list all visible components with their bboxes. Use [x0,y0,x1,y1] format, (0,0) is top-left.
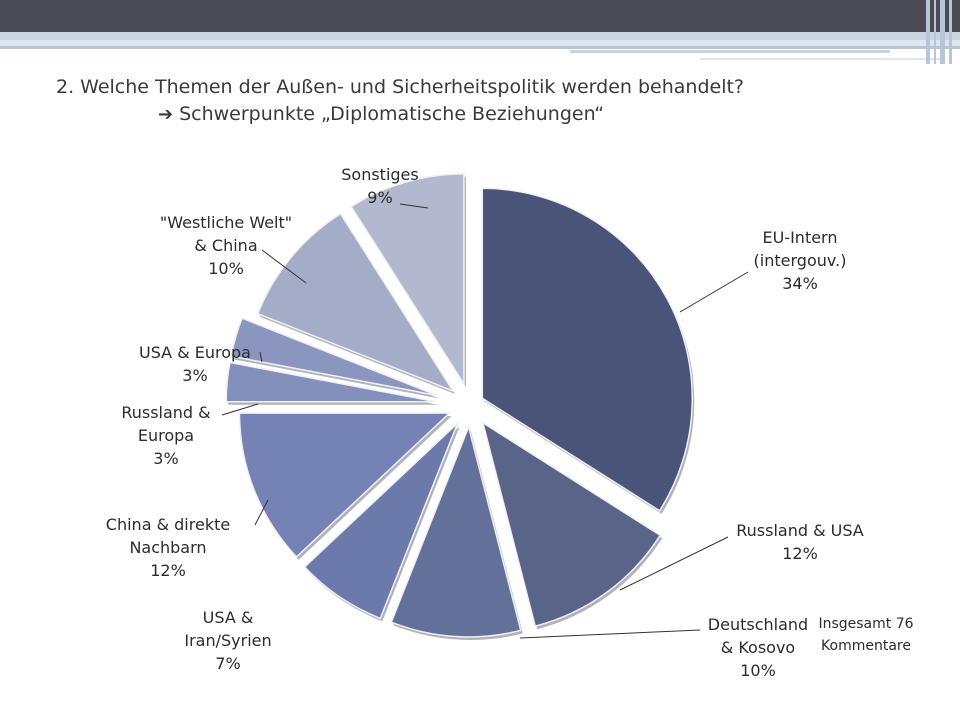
pie-slice [481,421,662,628]
slide-decor-bar [949,0,952,64]
leader-line [619,536,729,591]
slice-percent-label: 3% [182,366,207,385]
slide-subtitle: ➔ Schwerpunkte „Diplomatische Beziehungen… [158,101,604,128]
slice-category-label: Deutschland [708,615,808,634]
slice-percent-label: 10% [740,661,776,680]
leader-line [261,249,307,284]
slide-decor-bar [940,0,945,64]
slice-category-label: Russland & USA [736,521,864,540]
arrow-right-icon: ➔ [158,104,174,125]
slice-category-label: USA & [203,608,254,627]
slice-category-label: Russland & [121,403,210,422]
total-comments-note: Insgesamt 76 Kommentare [818,616,913,654]
pie-slice [225,361,437,403]
slide-decor-line [570,50,890,53]
leader-line [399,203,429,209]
pie-slice [230,317,438,397]
slide-decor-bar [926,0,930,64]
slice-percent-label: 3% [153,449,178,468]
slice-category-label: (intergouv.) [754,251,847,270]
slice-percent-label: 12% [150,561,186,580]
slide-top-bar [0,0,960,32]
slice-category-label: EU-Intern [762,228,837,247]
slice-percent-label: 9% [367,188,392,207]
leader-line [254,499,269,526]
slice-percent-label: 12% [782,544,818,563]
slice-category-label: & Kosovo [721,638,795,657]
slice-category-label: Sonstiges [341,165,418,184]
pie-slice [350,173,465,387]
slice-category-label: Iran/Syrien [184,631,271,650]
pie-slice [303,422,459,620]
slide-title: 2. Welche Themen der Außen- und Sicherhe… [56,76,745,98]
leader-line [519,629,701,639]
leader-line [259,351,263,363]
pie-slice [256,212,455,393]
leader-line [679,271,749,313]
slice-category-label: China & direkte [106,515,230,534]
slice-percent-label: 7% [215,654,240,673]
slide-decor-line [700,58,940,60]
slide-decor-bar [934,0,936,64]
slice-category-label: & China [194,236,257,255]
pie-slice [481,187,694,512]
slice-category-label: Europa [138,426,194,445]
slide-decor-band [0,32,960,40]
slice-percent-label: 34% [782,274,818,293]
leader-line [221,403,259,416]
pie-slice [390,424,522,638]
note-text: Insgesamt 76 [818,616,913,632]
note-text: Kommentare [821,638,911,654]
slice-category-label: USA & Europa [139,343,251,362]
subtitle-text: Schwerpunkte „Diplomatische Beziehungen“ [179,103,605,125]
pie-slices [225,173,695,640]
slice-percent-label: 10% [208,259,244,278]
pie-labels: EU-Intern (intergouv.) 34% Russland & USA 12… [106,165,864,680]
slice-category-label: "Westliche Welt" [160,213,292,232]
slide-decor-band [0,46,960,49]
pie-slice [238,412,452,558]
slide-decor-band [0,40,960,46]
leader-lines [221,203,749,639]
slice-category-label: Nachbarn [129,538,206,557]
